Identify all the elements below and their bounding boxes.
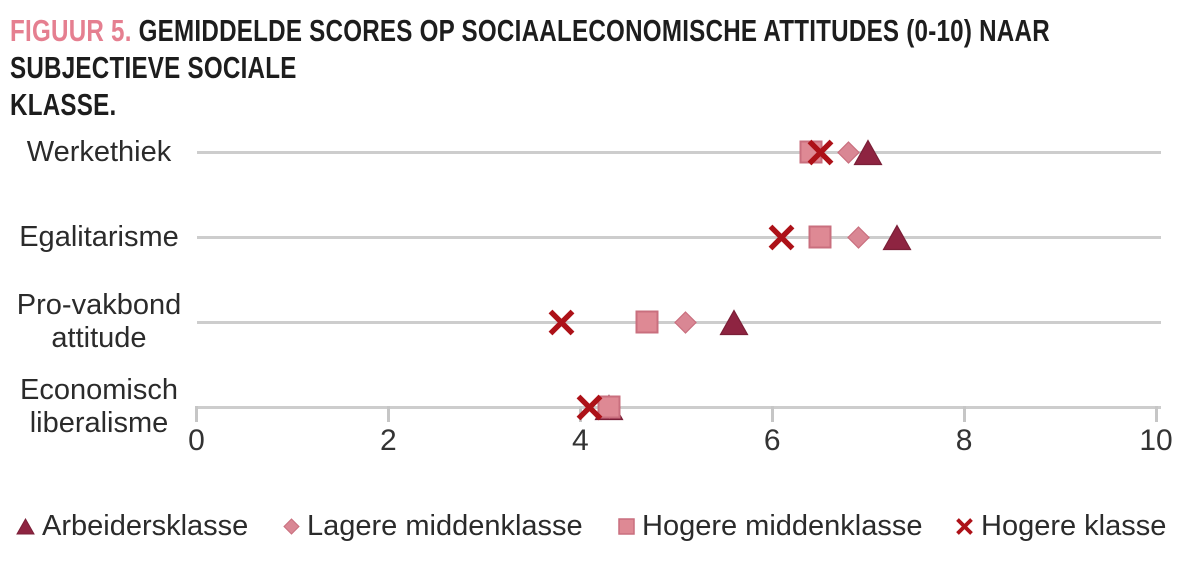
diamond-marker-icon bbox=[283, 517, 300, 535]
triangle-marker-icon bbox=[16, 517, 35, 534]
legend-item-hogere-middenklasse: Hogere middenklasse bbox=[618, 506, 922, 546]
marker-x bbox=[806, 138, 835, 172]
marker-diamond bbox=[837, 140, 861, 169]
legend-item-hogere-klasse: Hogere klasse bbox=[955, 506, 1166, 546]
marker-triangle bbox=[882, 223, 912, 256]
legend-label: Hogere klasse bbox=[981, 509, 1167, 542]
marker-x bbox=[575, 393, 604, 427]
marker-square bbox=[597, 395, 621, 424]
marker-x bbox=[767, 223, 796, 257]
marker-diamond bbox=[847, 225, 870, 254]
marker-triangle bbox=[853, 138, 883, 171]
legend-label: Arbeidersklasse bbox=[42, 509, 249, 542]
x-axis-tick bbox=[1154, 406, 1158, 422]
x-axis-tick-label: 4 bbox=[571, 424, 589, 457]
figure-title: FIGUUR 5. GEMIDDELDE SCORES OP SOCIAALEC… bbox=[10, 12, 1180, 123]
row-label-0: Werkethiek bbox=[26, 135, 172, 168]
row-label-2: Pro-vakbond attitude bbox=[16, 289, 182, 354]
figure-title-line1: FIGUUR 5. GEMIDDELDE SCORES OP SOCIAALEC… bbox=[10, 12, 1180, 86]
marker-triangle bbox=[719, 308, 749, 341]
x-axis-tick-label: 6 bbox=[763, 424, 781, 457]
legend-item-arbeidersklasse: Arbeidersklasse bbox=[16, 506, 248, 546]
marker-square bbox=[808, 225, 832, 254]
row-label-3: Economisch liberalisme bbox=[20, 374, 178, 439]
x-axis-tick-label: 0 bbox=[188, 424, 205, 457]
x-axis-tick-label: 8 bbox=[955, 424, 973, 457]
x-axis-tick bbox=[770, 406, 774, 422]
legend-label: Hogere middenklasse bbox=[642, 509, 923, 542]
x-axis-tick-label: 10 bbox=[1139, 424, 1173, 457]
square-marker-icon bbox=[618, 517, 635, 535]
x-axis-tick bbox=[195, 406, 198, 422]
row-gridline bbox=[197, 235, 1161, 239]
row-gridline bbox=[197, 405, 1161, 409]
row-gridline bbox=[197, 150, 1161, 154]
legend-item-lagere-middenklasse: Lagere middenklasse bbox=[283, 506, 583, 546]
legend-label: Lagere middenklasse bbox=[307, 509, 583, 542]
marker-square bbox=[635, 310, 659, 339]
figure-number-label: FIGUUR 5. bbox=[10, 13, 132, 48]
figure-title-text: GEMIDDELDE SCORES OP SOCIAALECONOMISCHE … bbox=[10, 13, 1050, 85]
x-axis-tick-label: 2 bbox=[380, 424, 397, 457]
x-axis-tick bbox=[386, 406, 390, 422]
row-label-1: Egalitarisme bbox=[19, 220, 179, 253]
marker-x bbox=[547, 308, 576, 342]
x-marker-icon bbox=[956, 517, 973, 535]
x-axis-tick bbox=[962, 406, 966, 422]
chart-legend: Arbeidersklasse Lagere middenklasse Hoge… bbox=[0, 506, 1200, 546]
marker-diamond bbox=[674, 310, 698, 339]
figure-title-line2: KLASSE. bbox=[10, 87, 117, 122]
